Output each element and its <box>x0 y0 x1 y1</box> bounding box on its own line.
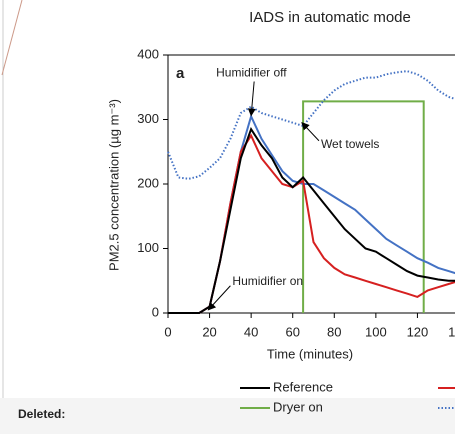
x-tick-label: 20 <box>202 324 216 339</box>
y-tick-label: 0 <box>152 304 159 319</box>
annotation-arrow <box>207 285 231 311</box>
dryer-line <box>302 100 425 313</box>
series-line <box>168 126 455 314</box>
series-line <box>167 70 455 180</box>
y-tick-label: 300 <box>137 111 159 126</box>
x-tick-label: 120 <box>407 324 429 339</box>
chart-title: IADS in automatic mode <box>249 9 411 26</box>
annotation: Humidifier on <box>232 274 303 288</box>
x-tick-label: 100 <box>365 324 387 339</box>
annotation: Humidifier off <box>216 66 287 80</box>
x-tick-label: 0 <box>164 324 171 339</box>
y-axis-label: PM2.5 concentration (µg m⁻³) <box>106 99 121 271</box>
panel-label: a <box>176 65 185 82</box>
legend-label: Reference <box>273 379 333 394</box>
annotation-arrow <box>301 121 320 142</box>
x-tick-label: 40 <box>244 324 258 339</box>
y-tick-label: 200 <box>137 175 159 190</box>
x-tick-label: 140 <box>448 324 455 339</box>
annotation-arrow <box>247 81 256 117</box>
comment-area <box>0 398 455 434</box>
deleted-label: Deleted: <box>18 407 65 421</box>
annotation: Wet towels <box>321 137 379 151</box>
x-axis-label: Time (minutes) <box>267 346 353 361</box>
change-bar <box>1 0 23 76</box>
y-tick-label: 400 <box>137 46 159 61</box>
legend-label: Dryer on <box>273 399 323 414</box>
x-tick-label: 60 <box>285 324 299 339</box>
y-tick-label: 100 <box>137 240 159 255</box>
x-tick-label: 80 <box>327 324 341 339</box>
